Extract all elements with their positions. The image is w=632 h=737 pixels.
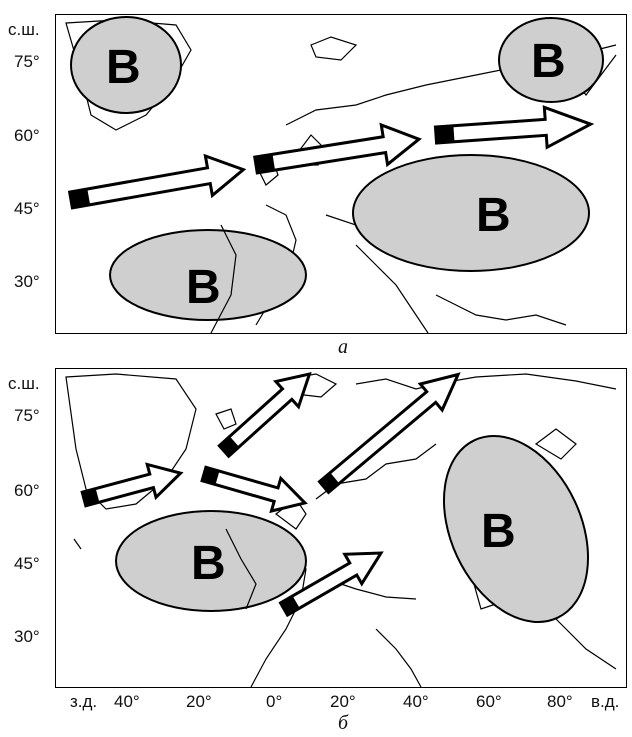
high-pressure-areas-a: В В В В <box>70 16 604 333</box>
high-greenland-a <box>70 16 182 114</box>
high-label-asia-a: В <box>476 189 511 242</box>
lon-label-20e: 20° <box>330 692 356 711</box>
flow-arrow-a-2 <box>253 122 422 175</box>
high-label-greenland-a: В <box>106 41 141 94</box>
lon-label-20w: 20° <box>186 692 212 711</box>
lon-label-40e: 40° <box>403 692 429 711</box>
caption-b: б <box>338 712 349 734</box>
high-europe-b <box>115 510 307 612</box>
lon-label-40w: 40° <box>114 692 140 711</box>
lon-west-label: з.д. <box>70 692 98 711</box>
high-asia-a <box>352 154 590 272</box>
caption-a: а <box>338 336 348 358</box>
lat-label-b-75: 75° <box>14 406 40 425</box>
lon-label-60e: 60° <box>476 692 502 711</box>
flow-arrow-b-4 <box>317 372 461 495</box>
flow-arrow-b-3 <box>217 372 312 459</box>
lat-unit-label-a: с.ш. <box>8 20 40 39</box>
high-label-asia-b: В <box>481 505 516 558</box>
lat-unit-label-b: с.ш. <box>8 374 40 393</box>
flow-arrow-a-1 <box>67 153 247 210</box>
lat-label-a-60: 60° <box>14 126 40 145</box>
flow-arrows-b <box>80 372 461 618</box>
high-pressure-areas-b: В В <box>115 435 590 623</box>
lat-label-a-75: 75° <box>14 52 40 71</box>
high-label-siberia-a: В <box>531 35 566 88</box>
high-label-europe-b: В <box>191 537 226 590</box>
lat-label-b-60: 60° <box>14 481 40 500</box>
lon-label-80e: 80° <box>547 692 573 711</box>
high-label-azores-a: В <box>186 261 221 314</box>
map-b-svg: В В <box>65 372 617 687</box>
high-siberia-a <box>498 17 604 103</box>
high-azores-a <box>109 229 307 321</box>
high-asia-b <box>442 435 590 623</box>
lat-label-a-45: 45° <box>14 199 40 218</box>
lat-label-b-45: 45° <box>14 554 40 573</box>
flow-arrow-b-2 <box>200 465 308 514</box>
map-a-svg: В В В В <box>65 16 617 333</box>
flow-arrows-a <box>67 105 595 210</box>
flow-arrow-b-5 <box>278 551 384 618</box>
lat-label-a-30: 30° <box>14 272 40 291</box>
flow-arrow-b-1 <box>80 462 184 508</box>
map-panel-b: В В <box>55 368 627 688</box>
lon-east-label: в.д. <box>591 692 620 711</box>
lon-label-0: 0° <box>266 692 283 711</box>
lat-label-b-30: 30° <box>14 627 40 646</box>
flow-arrow-a-3 <box>433 105 595 150</box>
map-panel-a: В В В В <box>55 14 627 334</box>
